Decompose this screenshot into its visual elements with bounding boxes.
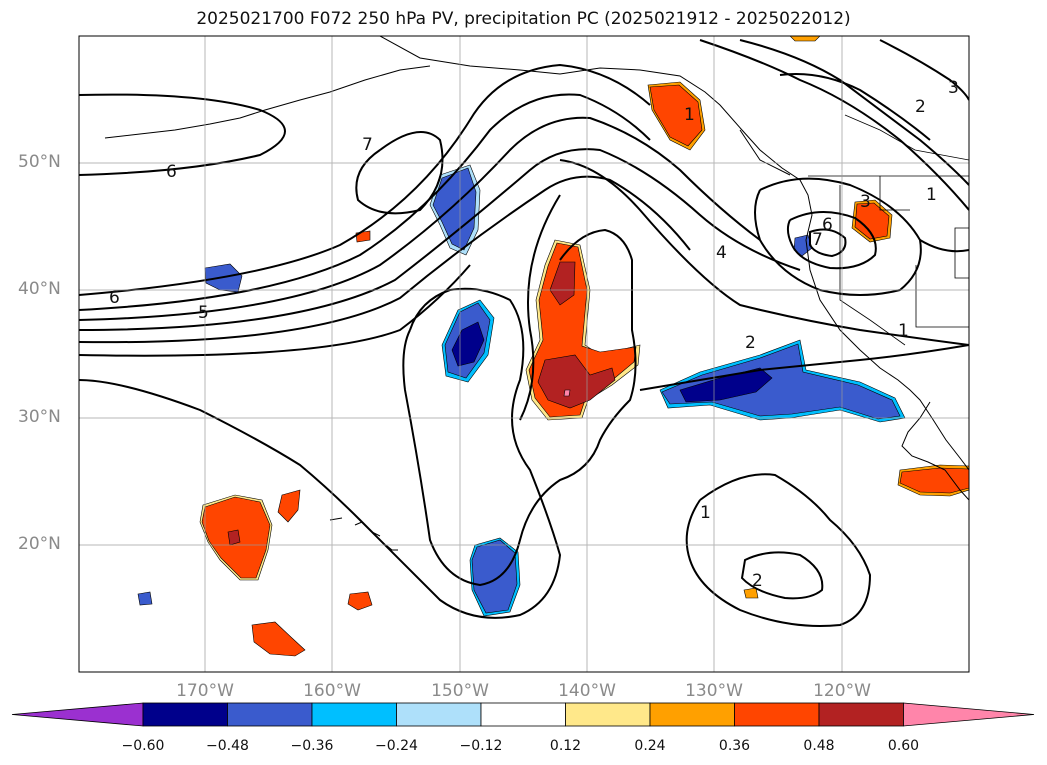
contour-labels: 6 6 5 7 4 2 1 1 2 2 3 1 3 6 7 1 <box>109 78 959 591</box>
positive-anomaly-regions <box>199 36 969 657</box>
lon-label-120w: 120°W <box>813 681 871 701</box>
svg-text:6: 6 <box>166 162 177 182</box>
colorbar-tick-label: 0.48 <box>803 738 835 754</box>
svg-text:1: 1 <box>700 503 711 523</box>
lon-label-130w: 130°W <box>685 681 743 701</box>
colorbar-tick-label: 0.36 <box>718 738 751 754</box>
colorbar-segment <box>480 702 566 727</box>
lat-label-20: 20°N <box>18 534 61 554</box>
lon-label-170w: 170°W <box>176 681 234 701</box>
map-title: 2025021700 F072 250 hPa PV, precipitatio… <box>196 9 851 29</box>
svg-text:4: 4 <box>716 243 727 263</box>
colorbar-tick-label: 0.12 <box>549 738 582 754</box>
colorbar-tick-label: 0.60 <box>887 738 920 754</box>
svg-text:2: 2 <box>752 571 763 591</box>
colorbar-tick-label: 0.24 <box>634 738 666 754</box>
svg-text:1: 1 <box>926 185 937 205</box>
gridlines <box>79 36 969 672</box>
colorbar-segment <box>227 702 313 727</box>
lon-label-140w: 140°W <box>558 681 616 701</box>
svg-text:5: 5 <box>198 303 209 323</box>
colorbar-segment <box>818 702 904 727</box>
colorbar <box>11 702 1035 727</box>
svg-text:7: 7 <box>362 135 373 155</box>
lat-label-50: 50°N <box>18 152 61 172</box>
political-boundaries <box>808 82 969 346</box>
svg-text:1: 1 <box>684 105 695 125</box>
colorbar-segment <box>142 702 228 727</box>
colorbar-tick-label: −0.24 <box>375 738 418 754</box>
colorbar-segment <box>565 702 651 727</box>
colorbar-tick-label: −0.36 <box>290 738 334 754</box>
svg-text:2: 2 <box>745 333 756 353</box>
svg-text:7: 7 <box>812 230 823 250</box>
colorbar-extend-low <box>11 702 144 727</box>
colorbar-tick-label: −0.60 <box>121 738 165 754</box>
pv-contours <box>79 39 969 627</box>
colorbar-extend-high <box>903 702 1035 727</box>
svg-text:1: 1 <box>898 321 909 341</box>
colorbar-segment <box>311 702 397 727</box>
colorbar-segment <box>649 702 735 727</box>
lon-label-150w: 150°W <box>431 681 489 701</box>
colorbar-tick-label: −0.12 <box>459 738 503 754</box>
plot-frame <box>78 35 970 673</box>
svg-text:3: 3 <box>948 78 959 98</box>
colorbar-tick-label: −0.48 <box>206 738 249 754</box>
lat-label-30: 30°N <box>18 407 61 427</box>
svg-text:2: 2 <box>915 97 926 117</box>
svg-text:6: 6 <box>822 215 833 235</box>
colorbar-segment <box>396 702 482 727</box>
colorbar-segment <box>734 702 820 727</box>
svg-text:6: 6 <box>109 288 120 308</box>
lat-label-40: 40°N <box>18 279 61 299</box>
lon-label-160w: 160°W <box>303 681 361 701</box>
svg-text:3: 3 <box>860 192 871 212</box>
